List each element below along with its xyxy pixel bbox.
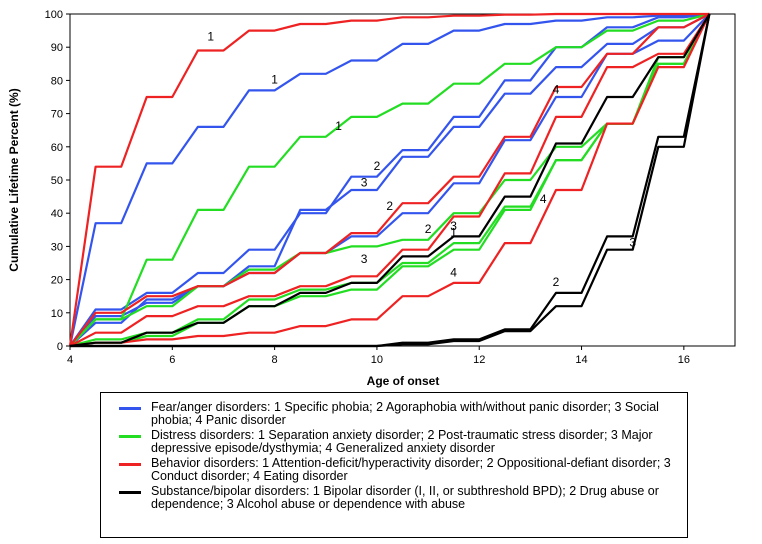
series-line-distress-1 bbox=[69, 12, 710, 347]
x-axis-label: Age of onset bbox=[367, 374, 440, 388]
series-label-fear-1: 1 bbox=[271, 73, 278, 87]
series-label-distress-2: 2 bbox=[425, 222, 432, 236]
x-tick-label: 8 bbox=[272, 354, 278, 366]
y-tick-label: 80 bbox=[51, 75, 63, 87]
legend-swatch-substance bbox=[119, 491, 141, 494]
y-tick-label: 0 bbox=[57, 341, 63, 353]
y-tick-label: 60 bbox=[51, 142, 63, 154]
series-label-behavior-2: 2 bbox=[386, 199, 393, 213]
legend-text-behavior: Behavior disorders: 1 Attention-deficit/… bbox=[151, 456, 671, 483]
series-line-fear-2 bbox=[69, 12, 710, 347]
legend-swatch-distress bbox=[119, 435, 141, 438]
series-label-fear-2: 2 bbox=[374, 159, 381, 173]
y-tick-label: 10 bbox=[51, 308, 63, 320]
series-label-behavior-1: 1 bbox=[207, 30, 214, 44]
series-line-behavior-2 bbox=[69, 13, 710, 347]
legend-text-substance: Substance/bipolar disorders: 1 Bipolar d… bbox=[151, 484, 659, 511]
y-tick-label: 70 bbox=[51, 109, 63, 121]
series-line-fear-3 bbox=[69, 13, 710, 347]
series-line-behavior-4 bbox=[69, 13, 711, 348]
series-label-substance-1: 1 bbox=[450, 225, 457, 239]
x-tick-label: 4 bbox=[67, 354, 73, 366]
series-label-fear-4: 4 bbox=[553, 83, 560, 97]
series-label-fear-3: 3 bbox=[361, 176, 368, 190]
y-tick-label: 50 bbox=[51, 175, 63, 187]
x-tick-label: 12 bbox=[473, 354, 485, 366]
series-label-substance-2: 2 bbox=[553, 275, 560, 289]
series-label-distress-1: 1 bbox=[335, 119, 342, 133]
series-line-behavior-1 bbox=[68, 12, 710, 347]
x-tick-label: 10 bbox=[371, 354, 383, 366]
y-tick-label: 20 bbox=[51, 275, 63, 287]
x-tick-label: 6 bbox=[169, 354, 175, 366]
x-tick-label: 16 bbox=[678, 354, 690, 366]
series-label-behavior-3: 3 bbox=[450, 219, 457, 233]
legend-swatch-behavior bbox=[119, 463, 141, 466]
series-line-substance-3 bbox=[70, 13, 711, 348]
y-tick-label: 90 bbox=[51, 42, 63, 54]
legend-swatch-fear bbox=[119, 407, 141, 410]
series-line-fear-1 bbox=[68, 12, 710, 347]
y-tick-label: 100 bbox=[45, 9, 63, 21]
series-line-distress-2 bbox=[69, 13, 711, 347]
legend-text-distress: Distress disorders: 1 Separation anxiety… bbox=[151, 428, 653, 455]
series-label-distress-4: 4 bbox=[540, 192, 547, 206]
y-tick-label: 40 bbox=[51, 208, 63, 220]
legend-text-fear: Fear/anger disorders: 1 Specific phobia;… bbox=[151, 400, 659, 427]
series-line-behavior-3 bbox=[69, 13, 711, 347]
series-label-distress-3: 3 bbox=[361, 252, 368, 266]
x-tick-label: 14 bbox=[575, 354, 587, 366]
y-tick-label: 30 bbox=[51, 241, 63, 253]
legend: Fear/anger disorders: 1 Specific phobia;… bbox=[100, 392, 688, 538]
series-line-substance-1 bbox=[69, 13, 711, 348]
series-label-substance-3: 3 bbox=[629, 235, 636, 249]
series-layer bbox=[68, 12, 711, 348]
y-axis-label: Cumulative Lifetime Percent (%) bbox=[7, 88, 21, 271]
series-label-behavior-4: 4 bbox=[450, 265, 457, 279]
